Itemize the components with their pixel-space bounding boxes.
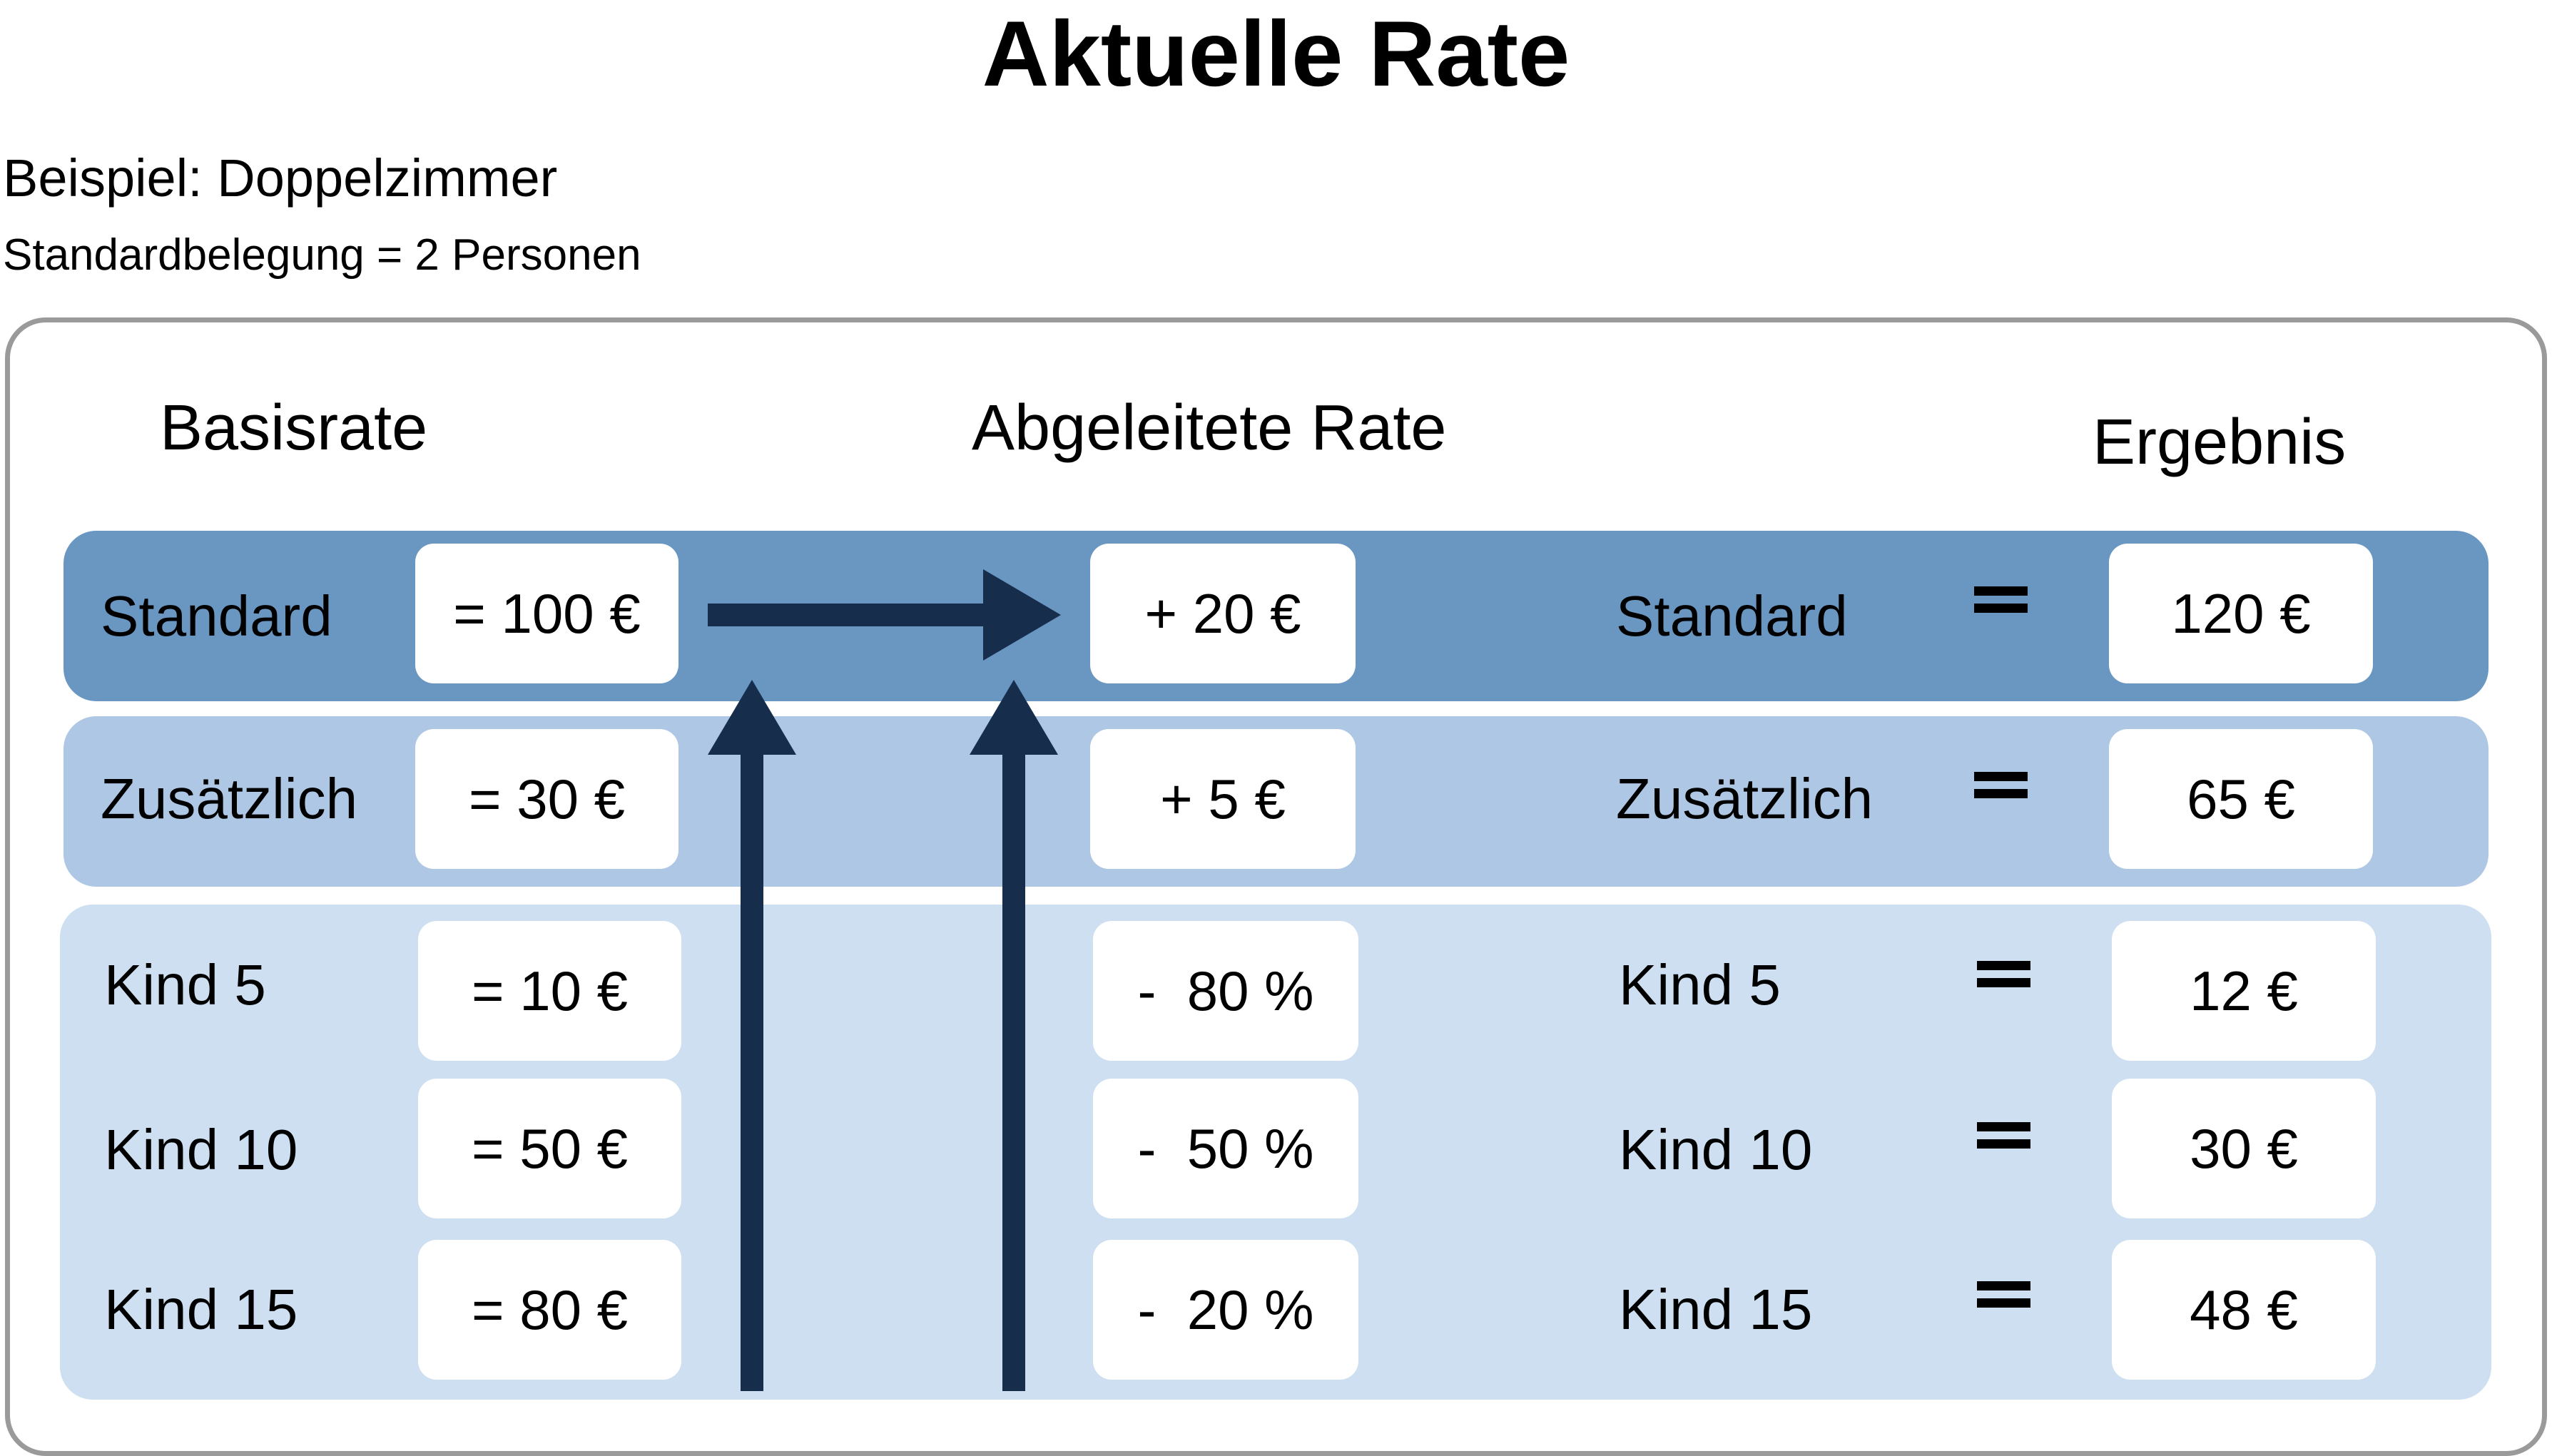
derived-value-child-15: - 20 % bbox=[1093, 1240, 1358, 1380]
base-value-child-5: = 10 € bbox=[418, 921, 681, 1061]
occupancy-note: Standardbelegung = 2 Personen bbox=[3, 230, 641, 280]
equals-icon bbox=[1974, 586, 2028, 613]
equals-icon bbox=[1974, 772, 2028, 798]
row-label-child-5: Kind 5 bbox=[104, 953, 266, 1017]
equals-icon bbox=[1977, 961, 2030, 987]
derived-value-child-5: - 80 % bbox=[1093, 921, 1358, 1061]
arrow-up-icon bbox=[970, 680, 1058, 1391]
result-value-child-5: 12 € bbox=[2112, 921, 2376, 1061]
result-label-child-5: Kind 5 bbox=[1619, 953, 1781, 1017]
result-value-child-10: 30 € bbox=[2112, 1079, 2376, 1218]
base-value-child-10: = 50 € bbox=[418, 1079, 681, 1218]
diagram-frame bbox=[5, 317, 2547, 1456]
base-value-standard: = 100 € bbox=[415, 544, 678, 683]
equals-icon bbox=[1977, 1281, 2030, 1308]
derived-value-child-10: - 50 % bbox=[1093, 1079, 1358, 1218]
derived-value-additional: + 5 € bbox=[1090, 729, 1356, 869]
base-value-child-15: = 80 € bbox=[418, 1240, 681, 1380]
result-value-standard: 120 € bbox=[2109, 544, 2373, 683]
row-label-standard: Standard bbox=[101, 584, 332, 648]
derived-value-standard: + 20 € bbox=[1090, 544, 1356, 683]
header-result: Ergebnis bbox=[2093, 407, 2347, 478]
result-label-additional: Zusätzlich bbox=[1616, 767, 1874, 830]
header-base-rate: Basisrate bbox=[160, 392, 428, 464]
subtitle: Beispiel: Doppelzimmer bbox=[3, 148, 558, 208]
equals-icon bbox=[1977, 1122, 2030, 1149]
page-title: Aktuelle Rate bbox=[982, 1, 1570, 106]
arrow-right-icon bbox=[708, 569, 1061, 661]
result-label-child-10: Kind 10 bbox=[1619, 1118, 1813, 1181]
arrow-up-icon bbox=[708, 680, 796, 1391]
result-label-standard: Standard bbox=[1616, 584, 1848, 648]
row-label-additional: Zusätzlich bbox=[101, 767, 358, 830]
result-value-child-15: 48 € bbox=[2112, 1240, 2376, 1380]
result-value-additional: 65 € bbox=[2109, 729, 2373, 869]
row-label-child-10: Kind 10 bbox=[104, 1118, 298, 1181]
header-derived-rate: Abgeleitete Rate bbox=[972, 392, 1447, 464]
result-label-child-15: Kind 15 bbox=[1619, 1278, 1813, 1341]
base-value-additional: = 30 € bbox=[415, 729, 678, 869]
row-label-child-15: Kind 15 bbox=[104, 1278, 298, 1341]
